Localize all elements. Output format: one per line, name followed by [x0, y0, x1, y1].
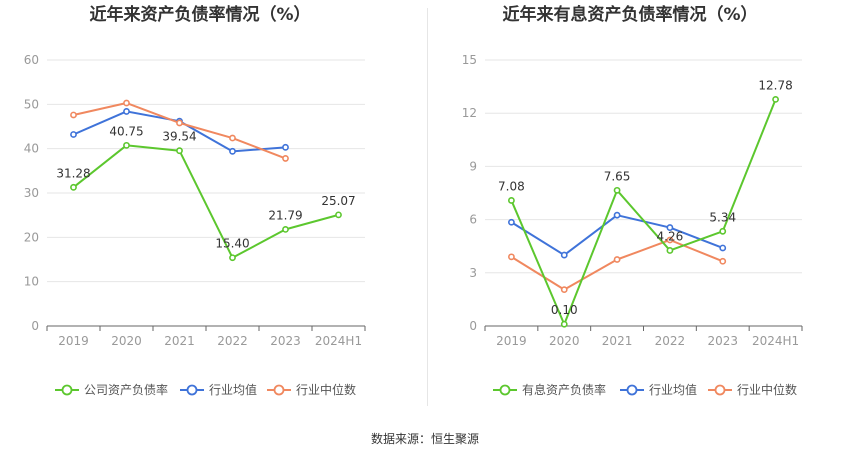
- y-tick-label: 12: [462, 106, 477, 120]
- x-tick-label: 2022: [217, 334, 248, 348]
- chart-title-1: 近年来资产负债率情况（%）: [89, 4, 310, 25]
- legend-marker-company: [61, 384, 73, 396]
- data-point-median: [70, 111, 77, 119]
- x-tick-label: 2020: [111, 334, 142, 348]
- data-point-median: [282, 155, 289, 162]
- data-label: 25.07: [321, 194, 355, 208]
- legend-marker-avg: [626, 384, 638, 396]
- data-label: 31.28: [56, 166, 90, 180]
- data-label: 40.75: [109, 124, 143, 138]
- data-point-company: [70, 183, 77, 191]
- y-tick-label: 6: [469, 213, 477, 227]
- series-line-company: [72, 144, 339, 259]
- data-label: 0.10: [551, 303, 578, 317]
- x-tick-label: 2022: [655, 334, 686, 348]
- y-tick-label: 0: [469, 319, 477, 333]
- data-label: 39.54: [162, 130, 196, 144]
- data-point-avg: [613, 211, 621, 219]
- data-point-median: [613, 256, 621, 263]
- data-point-avg: [508, 218, 515, 226]
- data-point-avg: [666, 224, 674, 231]
- legend-label-company: 有息资产负债率: [522, 382, 606, 397]
- data-point-company: [666, 247, 674, 254]
- data-source-note: 数据来源：恒生聚源: [370, 432, 479, 446]
- data-point-company: [772, 95, 779, 103]
- data-point-median: [508, 253, 515, 261]
- data-point-company: [335, 211, 342, 219]
- legend-marker-company: [499, 384, 511, 396]
- panel-divider: [427, 8, 428, 406]
- y-tick-label: 3: [469, 266, 477, 280]
- data-label: 7.65: [604, 169, 631, 183]
- data-label: 21.79: [268, 208, 302, 222]
- data-point-median: [176, 119, 183, 127]
- x-tick-label: 2023: [707, 334, 738, 348]
- x-tick-label: 2024H1: [752, 334, 799, 348]
- data-label: 15.40: [215, 237, 249, 251]
- legend-label-median: 行业中位数: [296, 382, 356, 397]
- data-point-median: [719, 257, 727, 265]
- legend-label-median: 行业中位数: [737, 382, 797, 397]
- data-point-median: [123, 99, 130, 107]
- data-point-avg: [123, 108, 130, 115]
- data-point-avg: [719, 244, 727, 252]
- x-tick-label: 2023: [270, 334, 301, 348]
- data-point-company: [719, 227, 727, 235]
- data-point-avg: [70, 131, 77, 138]
- data-point-median: [560, 286, 568, 294]
- data-point-company: [560, 320, 568, 328]
- y-tick-label: 10: [24, 275, 39, 289]
- y-tick-label: 60: [24, 53, 39, 67]
- x-tick-label: 2024H1: [315, 334, 362, 348]
- data-point-company: [123, 141, 130, 149]
- data-point-company: [229, 254, 236, 262]
- data-label: 4.26: [657, 229, 684, 243]
- series-line-median: [510, 238, 724, 291]
- legend-marker-median: [273, 384, 285, 396]
- data-point-median: [229, 134, 236, 142]
- data-label: 5.34: [709, 210, 736, 224]
- data-point-company: [508, 197, 515, 204]
- data-point-median: [666, 236, 674, 244]
- x-tick-label: 2020: [549, 334, 580, 348]
- legend-label-avg: 行业均值: [649, 382, 697, 397]
- y-tick-label: 20: [24, 230, 39, 244]
- legend-marker-avg: [186, 384, 198, 396]
- x-tick-label: 2021: [164, 334, 195, 348]
- y-tick-label: 50: [24, 97, 39, 111]
- data-point-avg: [560, 251, 568, 259]
- x-tick-label: 2019: [58, 334, 89, 348]
- legend-marker-median: [714, 384, 726, 396]
- y-tick-label: 40: [24, 142, 39, 156]
- x-tick-label: 2019: [496, 334, 527, 348]
- data-point-company: [613, 186, 621, 194]
- legend-label-company: 公司资产负债率: [84, 382, 168, 397]
- data-point-avg: [282, 143, 289, 151]
- x-tick-label: 2021: [602, 334, 633, 348]
- y-tick-label: 30: [24, 186, 39, 200]
- y-tick-label: 15: [462, 53, 477, 67]
- data-point-company: [282, 225, 289, 233]
- data-point-company: [176, 147, 183, 155]
- series-line-company: [510, 98, 777, 326]
- y-tick-label: 9: [469, 159, 477, 173]
- data-label: 7.08: [498, 179, 525, 193]
- data-point-avg: [229, 147, 236, 155]
- chart-title-2: 近年来有息资产负债率情况（%）: [502, 4, 757, 25]
- legend-label-avg: 行业均值: [209, 382, 257, 397]
- y-tick-label: 0: [31, 319, 39, 333]
- data-label: 12.78: [758, 78, 792, 92]
